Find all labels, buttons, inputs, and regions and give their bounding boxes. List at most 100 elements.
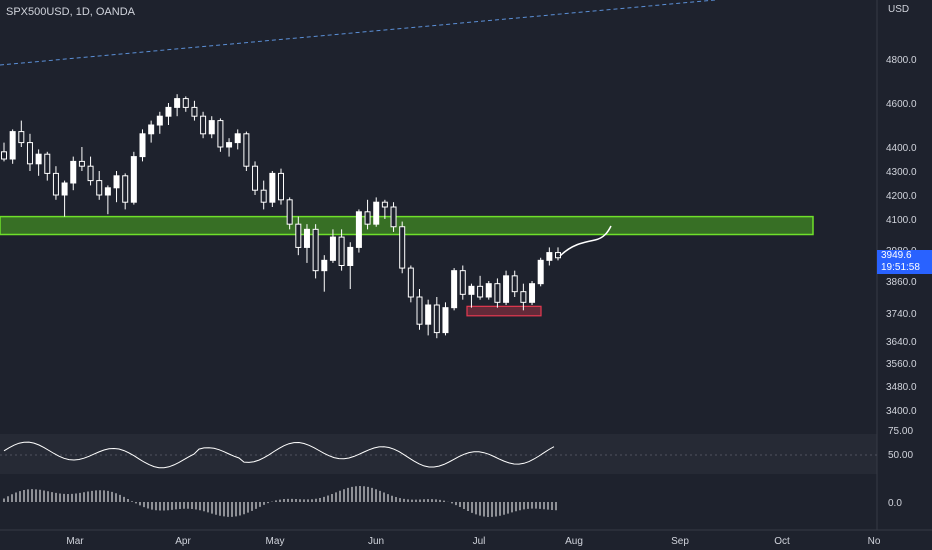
candle-body bbox=[18, 131, 25, 144]
time-tick-label: Aug bbox=[565, 536, 583, 547]
candle-body bbox=[113, 175, 120, 189]
price-tick-label: 4600.0 bbox=[886, 99, 917, 110]
candle-body bbox=[381, 201, 388, 208]
candle-body bbox=[260, 189, 267, 203]
candle-body bbox=[26, 142, 33, 165]
candle-body bbox=[182, 98, 189, 108]
candle-body bbox=[546, 252, 553, 261]
candle-body bbox=[390, 206, 397, 228]
candle-body bbox=[148, 124, 155, 135]
candle-body bbox=[130, 156, 137, 203]
candle-body bbox=[104, 187, 111, 196]
candle-body bbox=[407, 267, 414, 298]
support-zone bbox=[0, 215, 814, 236]
candle-body bbox=[1, 151, 7, 160]
oscillator-tick-label: 75.00 bbox=[888, 426, 913, 437]
symbol-title: SPX500USD, 1D, OANDA bbox=[6, 6, 135, 18]
candle-body bbox=[252, 165, 259, 191]
candle-body bbox=[555, 252, 561, 259]
candle-body bbox=[122, 175, 129, 203]
price-tick-label: 3860.0 bbox=[886, 277, 917, 288]
candle-body bbox=[191, 106, 198, 117]
candle-body bbox=[9, 131, 16, 160]
candle-body bbox=[373, 201, 380, 225]
candle-body bbox=[303, 228, 310, 248]
candle-body bbox=[87, 165, 94, 182]
candle-body bbox=[156, 115, 163, 126]
candle-body bbox=[399, 226, 406, 269]
candle-body bbox=[451, 270, 458, 309]
price-tick-label: 4800.0 bbox=[886, 55, 917, 66]
candle-body bbox=[442, 307, 449, 334]
candle-body bbox=[52, 172, 59, 196]
price-tick-label: 4100.0 bbox=[886, 215, 917, 226]
candle-body bbox=[278, 172, 284, 201]
time-tick-label: Jul bbox=[473, 536, 486, 547]
candle-body bbox=[338, 236, 345, 266]
time-tick-label: Mar bbox=[66, 536, 84, 547]
candle-body bbox=[139, 133, 146, 158]
candle-body bbox=[355, 211, 362, 248]
candle-body bbox=[347, 246, 354, 267]
candle-body bbox=[329, 236, 336, 261]
candle-body bbox=[520, 291, 527, 303]
time-tick-label: Jun bbox=[368, 536, 384, 547]
candle-body bbox=[226, 142, 233, 148]
candle-body bbox=[61, 182, 68, 196]
candle-body bbox=[485, 283, 492, 298]
candle-body bbox=[165, 106, 172, 117]
candle-body bbox=[78, 160, 85, 167]
candle-body bbox=[494, 283, 501, 303]
candle-body bbox=[44, 153, 51, 174]
candle-body bbox=[217, 120, 224, 148]
price-tick-label: 4300.0 bbox=[886, 167, 917, 178]
price-tick-label: 3400.0 bbox=[886, 406, 917, 417]
time-tick-label: Oct bbox=[774, 536, 790, 547]
candle-body bbox=[459, 270, 466, 295]
candle-body bbox=[416, 296, 423, 325]
price-tick-label: 4400.0 bbox=[886, 143, 917, 154]
projection-path bbox=[559, 225, 612, 257]
candle-body bbox=[200, 115, 207, 135]
demand-zone bbox=[466, 305, 542, 317]
price-tick-label: 3740.0 bbox=[886, 309, 917, 320]
candle-body bbox=[234, 133, 241, 144]
price-tick-label: 3560.0 bbox=[886, 359, 917, 370]
candle-body bbox=[511, 275, 518, 293]
candle-body bbox=[321, 259, 328, 272]
candle-body bbox=[503, 275, 510, 303]
candle-body bbox=[468, 285, 475, 295]
candle-body bbox=[537, 259, 544, 285]
oscillator-line bbox=[3, 441, 555, 469]
price-tick-label: 4200.0 bbox=[886, 191, 917, 202]
candle-body bbox=[243, 133, 250, 167]
candle-body bbox=[96, 180, 103, 196]
oscillator-band bbox=[0, 434, 877, 474]
last-price-value: 3949.6 bbox=[881, 250, 912, 261]
candle-body bbox=[35, 153, 42, 165]
candle-body bbox=[269, 172, 276, 203]
time-tick-label: Apr bbox=[175, 536, 191, 547]
histogram-tick-label: 0.0 bbox=[888, 498, 902, 509]
oscillator-tick-label: 50.00 bbox=[888, 450, 913, 461]
candle-body bbox=[286, 199, 293, 225]
last-price-countdown: 19:51:58 bbox=[881, 262, 920, 273]
last-price-tag: 3949.6 19:51:58 bbox=[877, 250, 932, 274]
candle-body bbox=[425, 304, 432, 325]
price-tick-label: 3480.0 bbox=[886, 382, 917, 393]
candle-body bbox=[70, 160, 77, 184]
candle-body bbox=[174, 98, 181, 108]
candle-body bbox=[433, 304, 440, 334]
candle-body bbox=[364, 211, 371, 225]
price-tick-label: 3640.0 bbox=[886, 337, 917, 348]
candle-body bbox=[295, 223, 302, 248]
time-tick-label: No bbox=[868, 536, 881, 547]
candle-body bbox=[529, 283, 536, 303]
time-tick-label: May bbox=[266, 536, 285, 547]
candle-body bbox=[312, 228, 319, 272]
time-tick-label: Sep bbox=[671, 536, 689, 547]
candle-body bbox=[477, 285, 484, 298]
currency-label: USD bbox=[888, 4, 910, 15]
candle-body bbox=[208, 120, 215, 135]
